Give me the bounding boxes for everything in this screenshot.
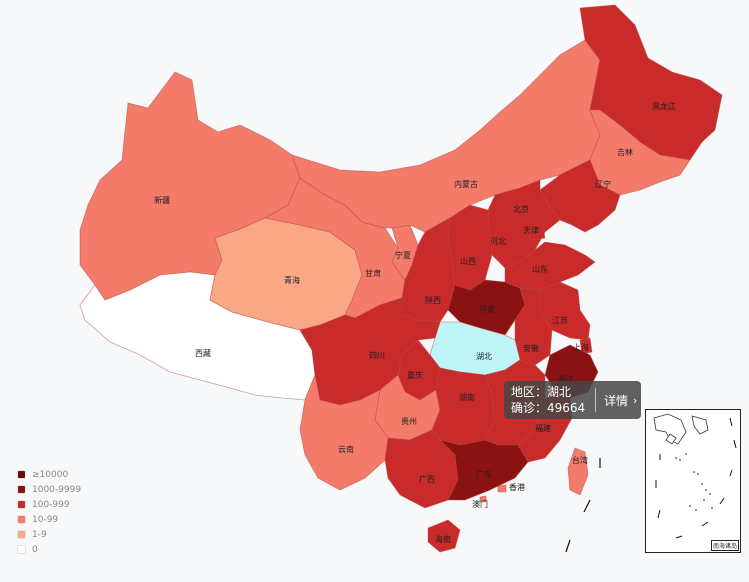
legend-swatch (17, 530, 26, 539)
province-label-aomen: 澳门 (472, 499, 488, 509)
province-label-gansu: 甘肃 (365, 268, 381, 278)
tooltip-divider (595, 388, 596, 412)
province-label-shanghai: 上海 (573, 342, 589, 352)
province-label-hebei: 河北 (490, 236, 506, 246)
province-label-anhui: 安徽 (523, 343, 539, 353)
sea-boundary-lines (565, 458, 601, 553)
province-label-jilin: 吉林 (617, 147, 633, 157)
legend-item[interactable]: 1-9 (17, 527, 81, 542)
province-label-guizhou: 贵州 (401, 416, 417, 426)
legend-item[interactable]: ≥10000 (17, 467, 81, 482)
province-label-yunnan: 云南 (338, 444, 354, 454)
province-beijing[interactable] (509, 202, 533, 223)
legend-label: ≥10000 (32, 469, 69, 480)
province-label-zhejiang: 浙江 (558, 374, 574, 384)
province-taiwan[interactable] (567, 447, 589, 496)
legend-swatch (17, 545, 26, 554)
province-label-beijing: 北京 (513, 204, 529, 214)
province-label-xianggang: 香港 (509, 482, 525, 492)
province-label-fujian: 福建 (535, 423, 551, 433)
province-label-tianjin: 天津 (523, 225, 539, 235)
province-aomen[interactable] (479, 495, 487, 503)
province-label-guangdong: 广东 (476, 469, 492, 479)
legend-item[interactable]: 100-999 (17, 497, 81, 512)
province-label-hubei: 湖北 (476, 352, 492, 361)
province-label-jiangsu: 江苏 (552, 315, 568, 325)
province-guangdong[interactable] (438, 439, 529, 501)
province-label-guangxi: 广西 (419, 474, 435, 484)
province-hainan[interactable] (427, 519, 461, 553)
province-shanghai[interactable] (579, 337, 593, 355)
south-china-sea-inset: 南海诸岛 (645, 409, 741, 553)
detail-label: 详情 (604, 393, 629, 408)
province-label-xizang: 西藏 (195, 348, 211, 358)
legend-swatch (17, 470, 26, 479)
legend-swatch (17, 515, 26, 524)
legend-label: 1-9 (32, 529, 47, 540)
legend-item[interactable]: 0 (17, 542, 81, 557)
inset-map (653, 413, 737, 539)
province-label-hainan: 海南 (435, 534, 451, 544)
province-label-heilongjiang: 黑龙江 (652, 101, 676, 111)
province-xianggang[interactable] (497, 484, 507, 493)
province-label-xinjiang: 新疆 (154, 195, 170, 205)
province-label-shandong: 山东 (532, 264, 548, 274)
legend-item[interactable]: 1000-9999 (17, 482, 81, 497)
tooltip-confirmed: 确诊：49664 (511, 401, 586, 415)
province-label-chongqing: 重庆 (407, 370, 423, 380)
province-shanxi[interactable] (447, 204, 493, 291)
legend-label: 1000-9999 (32, 484, 82, 495)
chevron-right-icon: › (633, 393, 638, 407)
province-label-neimenggu: 内蒙古 (454, 179, 478, 189)
province-label-qinghai: 青海 (284, 275, 300, 285)
inset-label: 南海诸岛 (710, 540, 739, 551)
province-label-liaoning: 辽宁 (595, 179, 611, 189)
province-label-hunan: 湖南 (459, 392, 475, 402)
legend-label: 10-99 (32, 514, 59, 525)
legend-label: 100-999 (32, 499, 70, 510)
province-label-shanxi3: 陕西 (425, 295, 441, 305)
province-label-shanxi: 山西 (460, 256, 476, 266)
legend-label: 0 (32, 544, 38, 555)
legend-item[interactable]: 10-99 (17, 512, 81, 527)
region-tooltip: 地区：湖北 确诊：49664 详情 › (504, 381, 641, 419)
province-label-ningxia: 宁夏 (395, 250, 411, 260)
province-label-henan: 河南 (479, 304, 495, 314)
province-hunan[interactable] (431, 367, 496, 446)
map-legend: ≥10000 1000-9999 100-999 10-99 1-9 0 (17, 467, 81, 557)
tooltip-text: 地区：湖北 确诊：49664 (504, 384, 595, 416)
detail-button[interactable]: 详情 › (604, 392, 637, 409)
legend-swatch (17, 485, 26, 494)
legend-swatch (17, 500, 26, 509)
province-label-taiwan: 台湾 (572, 455, 588, 465)
province-tianjin[interactable] (527, 219, 546, 241)
province-label-sichuan: 四川 (369, 351, 385, 360)
tooltip-region: 地区：湖北 (511, 385, 572, 399)
